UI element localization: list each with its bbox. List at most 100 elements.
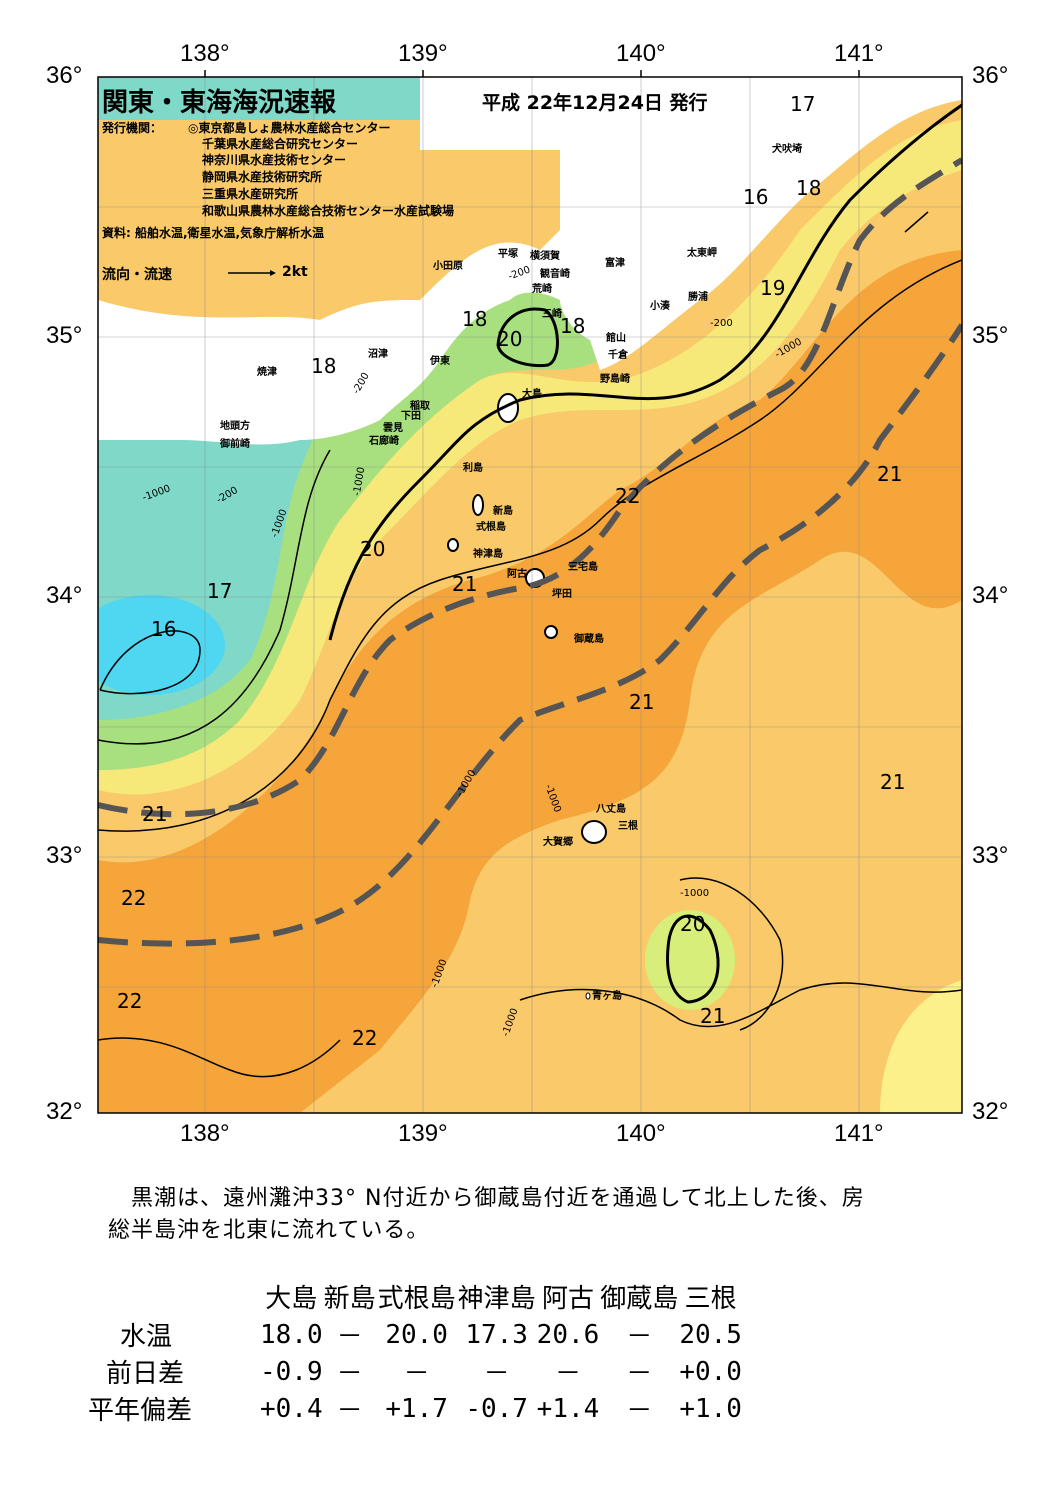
lon-label-139-bottom: 139° xyxy=(398,1120,448,1147)
place-ako: 阿古 xyxy=(507,569,527,580)
table-cell: +1.0 xyxy=(679,1393,742,1424)
place-mitsune: 三根 xyxy=(618,821,638,832)
station-stats-table: 大島 新島 式根島 神津島 阿古 御蔵島 三根 水温 18.0 － 20.0 1… xyxy=(88,1276,742,1427)
kuroshio-axis xyxy=(98,157,962,947)
place-futtsu: 富津 xyxy=(605,258,625,269)
lon-label-141-bottom: 141° xyxy=(834,1120,884,1147)
lat-label-32-left: 32° xyxy=(46,1098,83,1125)
isotherm-label: 17 xyxy=(790,92,816,116)
lat-label-34-right: 34° xyxy=(972,582,1009,609)
isotherm-label: 22 xyxy=(117,989,143,1013)
isotherm-label: 18 xyxy=(462,307,488,331)
row-label-anomaly: 平年偏差 xyxy=(88,1396,193,1426)
row-label-water-temp: 水温 xyxy=(120,1322,173,1352)
stats-header-row: 大島 新島 式根島 神津島 阿古 御蔵島 三根 xyxy=(88,1276,742,1316)
place-niijima: 新島 xyxy=(493,506,513,517)
table-cell: 20.6 xyxy=(536,1319,600,1350)
lat-label-33-left: 33° xyxy=(46,842,83,869)
row-label-daily-diff: 前日差 xyxy=(106,1359,185,1389)
isotherm-label: 16 xyxy=(743,185,769,209)
stats-col-kozushima: 神津島 xyxy=(457,1283,536,1314)
lat-label-34-left: 34° xyxy=(46,582,83,609)
table-cell: － xyxy=(554,1359,581,1389)
table-cell: － xyxy=(336,1359,363,1389)
island-kozushima xyxy=(447,538,459,552)
table-cell: -0.7 xyxy=(465,1393,528,1424)
isotherm-label: 20 xyxy=(680,912,706,936)
data-sources: 資料: 船舶水温,衛星水温,気象庁解析水温 xyxy=(102,226,325,240)
place-hiratsuka: 平塚 xyxy=(498,249,518,260)
place-omaezaki: 御前崎 xyxy=(220,439,250,450)
place-taitozaki: 太東岬 xyxy=(687,248,717,259)
publishers-label: 発行機関： xyxy=(102,121,163,135)
lat-label-36-left: 36° xyxy=(46,62,83,89)
depth-label: -200 xyxy=(710,318,733,329)
table-cell: +1.4 xyxy=(536,1393,600,1424)
isotherm-label: 21 xyxy=(877,462,903,486)
isotherm-label: 22 xyxy=(121,886,147,910)
lon-label-138-bottom: 138° xyxy=(180,1120,230,1147)
table-cell: -0.9 xyxy=(260,1356,323,1387)
table-cell: 18.0 xyxy=(260,1319,323,1350)
place-jitogata: 地頭方 xyxy=(220,421,250,432)
isotherm-label: 16 xyxy=(151,617,177,641)
island-niijima xyxy=(472,494,484,516)
place-shikinejima: 式根島 xyxy=(476,522,506,533)
publisher-6: 和歌山県農林水産総合技術センター水産試験場 xyxy=(202,204,455,218)
place-irozaki: 石廊崎 xyxy=(369,436,399,447)
isotherm-label: 18 xyxy=(796,176,822,200)
table-cell: － xyxy=(626,1396,653,1426)
lon-label-140-bottom: 140° xyxy=(616,1120,666,1147)
place-tateyama: 館山 xyxy=(606,333,626,344)
isotherm-label: 21 xyxy=(452,572,478,596)
lat-label-36-right: 36° xyxy=(972,62,1009,89)
stats-col-oshima: 大島 xyxy=(265,1283,318,1314)
lat-label-35-right: 35° xyxy=(972,322,1009,349)
legend-arrow-head xyxy=(270,270,276,276)
publisher-3: 神奈川県水産技術センター xyxy=(202,153,347,167)
place-kominato: 小湊 xyxy=(650,301,670,312)
place-miyakejima: 三宅島 xyxy=(568,562,598,573)
table-row: 平年偏差 +0.4 － +1.7 -0.7 +1.4 － +1.0 xyxy=(88,1390,742,1427)
stats-col-mitsune: 三根 xyxy=(684,1283,737,1314)
place-toshima: 利島 xyxy=(463,463,483,474)
publisher-2: 千葉県水産総合研究センター xyxy=(202,137,359,151)
stats-col-niijima: 新島 xyxy=(323,1283,376,1314)
place-shimoda: 下田 xyxy=(401,411,421,422)
pale-yellow-area xyxy=(880,980,962,1113)
axis-ticks xyxy=(204,70,860,77)
publisher-1: ◎東京都島しょ農林水産総合センター xyxy=(188,121,391,135)
table-cell: － xyxy=(336,1322,363,1352)
place-hachijojima: 八丈島 xyxy=(596,804,626,815)
isotherms xyxy=(98,103,962,1078)
lon-label-139-top: 139° xyxy=(398,40,448,67)
island-oshima xyxy=(497,393,519,423)
table-cell: － xyxy=(336,1396,363,1426)
place-mikurajima: 御蔵島 xyxy=(574,634,604,645)
isotherm-label: 21 xyxy=(142,802,168,826)
place-arasaki: 荒崎 xyxy=(532,284,552,295)
lat-label-35-left: 35° xyxy=(46,322,83,349)
table-cell: － xyxy=(626,1322,653,1352)
isotherm-label: 22 xyxy=(352,1026,378,1050)
depth-label: -1000 xyxy=(680,888,710,899)
isotherm-label: 20 xyxy=(360,537,386,561)
place-numazu: 沼津 xyxy=(368,349,388,360)
isotherm-label: 20 xyxy=(497,327,523,351)
grid-lines xyxy=(98,77,962,1113)
isotherm-label: 21 xyxy=(700,1004,726,1028)
place-misaki: 三崎 xyxy=(542,309,562,320)
lat-label-33-right: 33° xyxy=(972,842,1009,869)
publisher-4: 静岡県水産技術研究所 xyxy=(202,170,323,184)
map-frame xyxy=(97,76,963,1114)
stats-col-mikurajima: 御蔵島 xyxy=(600,1283,679,1314)
place-chikura: 千倉 xyxy=(608,350,628,361)
publisher-5: 三重県水産研究所 xyxy=(202,187,299,201)
place-katsuura: 勝浦 xyxy=(688,292,708,303)
lon-label-138-top: 138° xyxy=(180,40,230,67)
place-inubosaki: 犬吠埼 xyxy=(772,144,802,155)
place-nojimazaki: 野島崎 xyxy=(600,374,630,385)
island-aogashima xyxy=(585,992,591,1000)
table-cell: 20.0 xyxy=(385,1319,448,1350)
